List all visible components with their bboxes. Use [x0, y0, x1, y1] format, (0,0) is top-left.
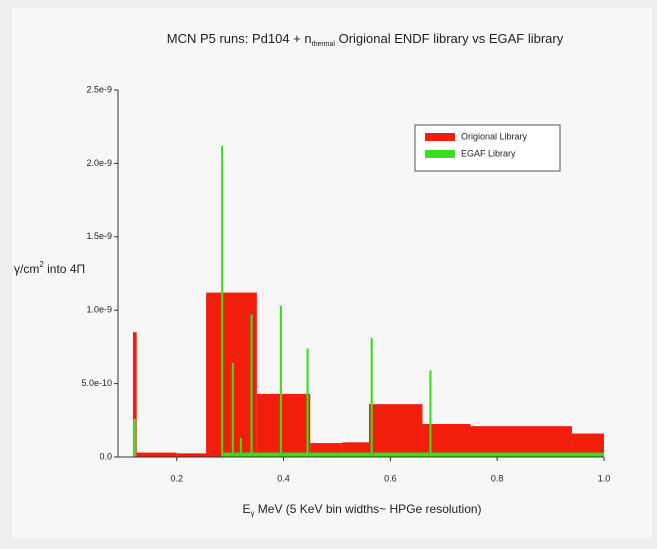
title-part: MCN P5 runs: Pd104 + n: [167, 31, 312, 46]
bar: [370, 338, 373, 457]
legend: [414, 124, 561, 172]
legend-label: EGAF Library: [461, 148, 516, 158]
title-part: Origional ENDF library vs EGAF library: [335, 31, 564, 46]
y-tick-label: 5.0e-10: [81, 378, 112, 388]
y-tick-label: 2.0e-9: [86, 158, 112, 168]
bar: [429, 370, 432, 457]
x-axis-label: Eγ MeV (5 KeV bin widths~ HPGe resolutio…: [242, 502, 481, 518]
x-tick-label: 0.8: [491, 473, 504, 483]
bar: [241, 452, 251, 457]
legend-swatch: [425, 133, 455, 141]
ylabel-part: γ/cm: [14, 262, 39, 276]
bar: [306, 348, 309, 457]
bar: [250, 314, 253, 457]
x-tick-label: 0.4: [277, 473, 290, 483]
bar: [281, 452, 307, 457]
chart-title: MCN P5 runs: Pd104 + nthermal Origional …: [167, 31, 564, 47]
legend-swatch: [425, 150, 455, 158]
bar: [239, 437, 242, 457]
bar: [233, 452, 240, 457]
bar: [176, 453, 207, 457]
bar: [431, 452, 604, 457]
bar: [308, 452, 371, 457]
bar: [132, 332, 137, 457]
xlabel-part: MeV (5 KeV bin widths~ HPGe resolution): [254, 502, 481, 516]
bar: [252, 452, 280, 457]
bar: [223, 452, 232, 457]
bar: [132, 418, 137, 457]
y-tick-label: 2.5e-9: [86, 84, 112, 94]
bar: [206, 292, 257, 457]
y-tick-label: 1.5e-9: [86, 231, 112, 241]
bar: [136, 452, 177, 457]
xlabel-subscript: γ: [250, 509, 254, 518]
xlabel-part: E: [242, 502, 250, 516]
bar: [279, 305, 282, 457]
y-tick-label: 1.0e-9: [86, 305, 112, 315]
x-tick-label: 0.6: [384, 473, 397, 483]
x-tick-label: 0.2: [170, 473, 183, 483]
bar: [256, 393, 311, 457]
y-tick-label: 0.0: [99, 451, 112, 461]
bar: [221, 145, 224, 457]
y-axis-label: γ/cm2 into 4Π: [14, 260, 85, 276]
bar: [470, 426, 572, 457]
title-subscript: thermal: [312, 41, 336, 48]
legend-label: Origional Library: [461, 131, 528, 141]
bar: [571, 433, 604, 457]
ylabel-part: into 4Π: [44, 262, 85, 276]
bar: [369, 404, 423, 457]
bar: [372, 452, 430, 457]
x-tick-label: 1.0: [598, 473, 611, 483]
bar: [231, 363, 234, 457]
ylabel-superscript: 2: [39, 260, 44, 269]
